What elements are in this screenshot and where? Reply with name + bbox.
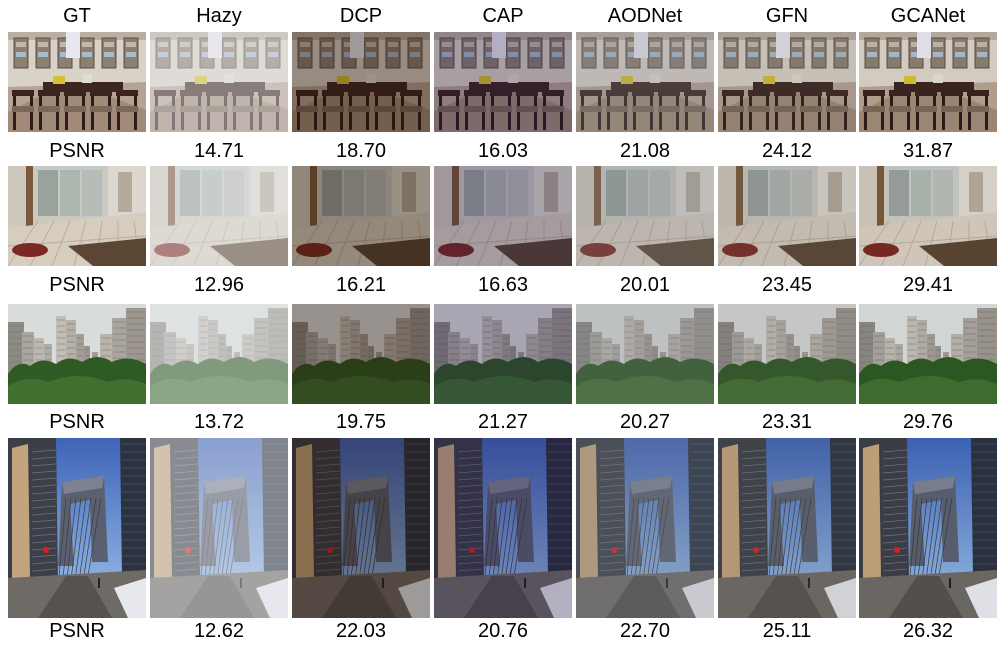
- column-header-hazy: Hazy: [196, 5, 242, 27]
- row-label-psnr: PSNR: [49, 274, 105, 296]
- image-apartment-towers-hazy: [150, 304, 288, 404]
- psnr-value-dcp: 19.75: [335, 411, 387, 433]
- psnr-value-dcp: 16.21: [335, 274, 387, 296]
- psnr-value-dcp: 22.03: [335, 620, 387, 642]
- image-sunroom-hazy: [150, 166, 288, 266]
- psnr-value-dcp: 18.70: [335, 140, 387, 162]
- psnr-value-gfn: 23.45: [761, 274, 813, 296]
- image-sunroom-gfn: [718, 166, 856, 266]
- psnr-value-gcanet: 26.32: [902, 620, 954, 642]
- row-label-psnr: PSNR: [49, 140, 105, 162]
- row-label-psnr: PSNR: [49, 411, 105, 433]
- image-cctv-tower-street-dcp: [292, 438, 430, 618]
- image-cctv-tower-street-hazy: [150, 438, 288, 618]
- image-apartment-towers-cap: [434, 304, 572, 404]
- psnr-value-hazy: 13.72: [193, 411, 245, 433]
- image-sunroom-aodnet: [576, 166, 714, 266]
- psnr-value-gfn: 24.12: [761, 140, 813, 162]
- psnr-value-cap: 16.03: [477, 140, 529, 162]
- image-apartment-towers-gcanet: [859, 304, 997, 404]
- column-header-aodnet: AODNet: [607, 5, 683, 27]
- column-header-dcp: DCP: [339, 5, 383, 27]
- image-dining-room-gt: [8, 32, 146, 132]
- column-header-gfn: GFN: [765, 5, 809, 27]
- image-apartment-towers-gfn: [718, 304, 856, 404]
- image-apartment-towers-dcp: [292, 304, 430, 404]
- column-header-cap: CAP: [482, 5, 524, 27]
- image-dining-room-cap: [434, 32, 572, 132]
- psnr-value-aodnet: 22.70: [619, 620, 671, 642]
- psnr-value-hazy: 12.96: [193, 274, 245, 296]
- row-label-psnr: PSNR: [49, 620, 105, 642]
- image-dining-room-gfn: [718, 32, 856, 132]
- image-cctv-tower-street-cap: [434, 438, 572, 618]
- column-header-gcanet: GCANet: [890, 5, 966, 27]
- image-sunroom-gcanet: [859, 166, 997, 266]
- image-sunroom-cap: [434, 166, 572, 266]
- image-dining-room-aodnet: [576, 32, 714, 132]
- image-apartment-towers-aodnet: [576, 304, 714, 404]
- image-cctv-tower-street-gcanet: [859, 438, 997, 618]
- psnr-value-hazy: 12.62: [193, 620, 245, 642]
- image-dining-room-gcanet: [859, 32, 997, 132]
- column-header-gt: GT: [63, 5, 91, 27]
- psnr-value-gfn: 25.11: [762, 620, 812, 642]
- image-sunroom-gt: [8, 166, 146, 266]
- psnr-value-cap: 20.76: [477, 620, 529, 642]
- psnr-value-gcanet: 31.87: [902, 140, 954, 162]
- psnr-value-gcanet: 29.41: [902, 274, 954, 296]
- image-dining-room-dcp: [292, 32, 430, 132]
- psnr-value-aodnet: 20.27: [619, 411, 671, 433]
- psnr-value-aodnet: 20.01: [619, 274, 671, 296]
- psnr-value-cap: 16.63: [477, 274, 529, 296]
- image-cctv-tower-street-gfn: [718, 438, 856, 618]
- psnr-value-cap: 21.27: [477, 411, 529, 433]
- psnr-value-aodnet: 21.08: [619, 140, 671, 162]
- image-cctv-tower-street-gt: [8, 438, 146, 618]
- image-apartment-towers-gt: [8, 304, 146, 404]
- image-dining-room-hazy: [150, 32, 288, 132]
- psnr-value-hazy: 14.71: [193, 140, 245, 162]
- image-cctv-tower-street-aodnet: [576, 438, 714, 618]
- image-sunroom-dcp: [292, 166, 430, 266]
- psnr-value-gfn: 23.31: [761, 411, 813, 433]
- psnr-value-gcanet: 29.76: [902, 411, 954, 433]
